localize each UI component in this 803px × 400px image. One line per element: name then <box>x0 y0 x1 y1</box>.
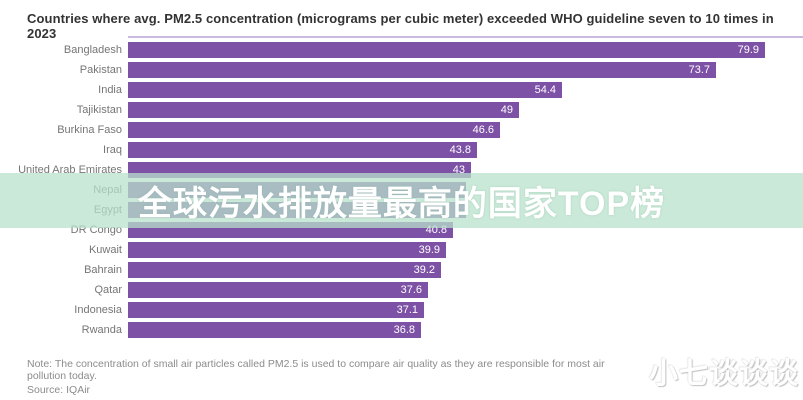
note-text: Note: The concentration of small air par… <box>27 358 605 382</box>
bar-row: Burkina Faso 46.6 <box>0 120 803 140</box>
value-label: 39.9 <box>418 244 440 256</box>
bar-row: India 54.4 <box>0 80 803 100</box>
bar-row: Iraq 43.8 <box>0 140 803 160</box>
bar: 37.1 <box>128 302 424 318</box>
value-label: 36.8 <box>393 324 415 336</box>
bar-track: 79.9 <box>128 42 803 58</box>
value-label: 73.7 <box>688 64 710 76</box>
bar-row: Qatar 37.6 <box>0 280 803 300</box>
bar-track: 54.4 <box>128 82 803 98</box>
category-label: Pakistan <box>79 64 122 76</box>
bar: 36.8 <box>128 322 421 338</box>
value-label: 37.1 <box>396 304 418 316</box>
bar-row: Indonesia 37.1 <box>0 300 803 320</box>
bar-track: 36.8 <box>128 322 803 338</box>
value-label: 79.9 <box>737 44 759 56</box>
bar-track: 73.7 <box>128 62 803 78</box>
category-label: Iraq <box>103 144 122 156</box>
bar-track: 49 <box>128 102 803 118</box>
bar-row: Bangladesh 79.9 <box>0 40 803 60</box>
category-label: Kuwait <box>88 244 122 256</box>
bar: 37.6 <box>128 282 428 298</box>
value-label: 46.6 <box>472 124 494 136</box>
bar-track: 39.2 <box>128 262 803 278</box>
bar-row: Tajikistan 49 <box>0 100 803 120</box>
value-label: 43.8 <box>449 144 471 156</box>
bar-track: 37.1 <box>128 302 803 318</box>
bar: 73.7 <box>128 62 716 78</box>
value-label: 37.6 <box>400 284 422 296</box>
bar-row: Kuwait 39.9 <box>0 240 803 260</box>
bar: 46.6 <box>128 122 500 138</box>
overlay-banner-text: 全球污水排放量最高的国家TOP榜 <box>137 185 666 223</box>
bar-row: Pakistan 73.7 <box>0 60 803 80</box>
value-label: 39.2 <box>413 264 435 276</box>
bar: 39.9 <box>128 242 446 258</box>
category-label: Burkina Faso <box>57 124 122 136</box>
bar-row: Bahrain 39.2 <box>0 260 803 280</box>
bar-track: 43.8 <box>128 142 803 158</box>
bar: 79.9 <box>128 42 765 58</box>
overlay-banner: 全球污水排放量最高的国家TOP榜 <box>0 173 803 228</box>
top-axis-line <box>128 36 803 38</box>
watermark: 小七谈谈谈 <box>648 358 799 390</box>
bar: 49 <box>128 102 519 118</box>
value-label: 54.4 <box>534 84 556 96</box>
bar-track: 37.6 <box>128 282 803 298</box>
category-label: Qatar <box>94 284 122 296</box>
bar: 39.2 <box>128 262 441 278</box>
bar: 54.4 <box>128 82 562 98</box>
source-text: Source: IQAir <box>27 384 91 396</box>
value-label: 49 <box>500 104 513 116</box>
category-label: Bahrain <box>84 264 122 276</box>
bar-track: 39.9 <box>128 242 803 258</box>
category-label: India <box>98 84 122 96</box>
category-label: Tajikistan <box>76 104 122 116</box>
chart-title: Countries where avg. PM2.5 concentration… <box>27 11 774 41</box>
bar-track: 46.6 <box>128 122 803 138</box>
category-label: Rwanda <box>81 324 122 336</box>
bar-row: Rwanda 36.8 <box>0 320 803 340</box>
bar: 43.8 <box>128 142 477 158</box>
category-label: Indonesia <box>74 304 122 316</box>
category-label: Bangladesh <box>63 44 122 56</box>
